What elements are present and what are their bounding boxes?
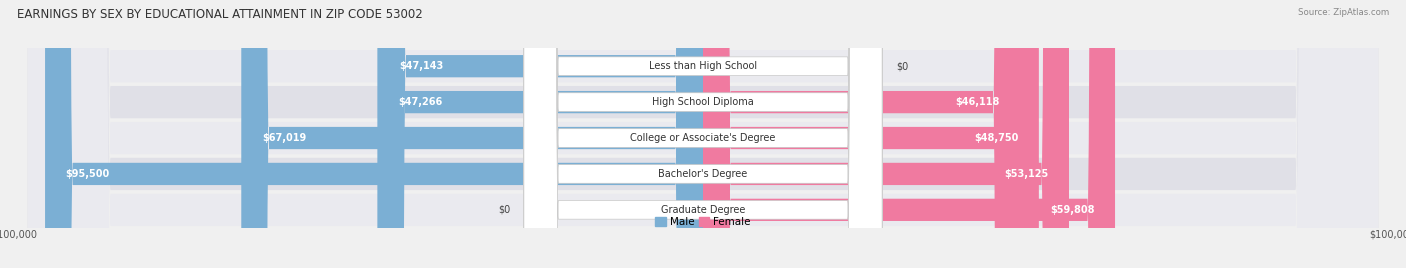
FancyBboxPatch shape [45,0,703,268]
FancyBboxPatch shape [703,0,1039,268]
Text: $67,019: $67,019 [262,133,307,143]
FancyBboxPatch shape [703,0,1069,268]
Text: $53,125: $53,125 [1004,169,1049,179]
Text: $0: $0 [498,205,510,215]
Text: $47,266: $47,266 [398,97,443,107]
FancyBboxPatch shape [524,0,882,268]
Text: $0: $0 [896,61,908,71]
FancyBboxPatch shape [378,0,703,268]
Text: $46,118: $46,118 [956,97,1000,107]
Text: Bachelor's Degree: Bachelor's Degree [658,169,748,179]
FancyBboxPatch shape [28,0,1378,268]
Text: High School Diploma: High School Diploma [652,97,754,107]
FancyBboxPatch shape [28,0,1378,268]
Text: College or Associate's Degree: College or Associate's Degree [630,133,776,143]
FancyBboxPatch shape [242,0,703,268]
FancyBboxPatch shape [703,0,1021,268]
FancyBboxPatch shape [524,0,882,268]
FancyBboxPatch shape [703,0,717,268]
FancyBboxPatch shape [524,0,882,268]
Text: $48,750: $48,750 [974,133,1018,143]
FancyBboxPatch shape [28,0,1378,268]
FancyBboxPatch shape [689,0,703,268]
Text: EARNINGS BY SEX BY EDUCATIONAL ATTAINMENT IN ZIP CODE 53002: EARNINGS BY SEX BY EDUCATIONAL ATTAINMEN… [17,8,423,21]
Text: Less than High School: Less than High School [650,61,756,71]
FancyBboxPatch shape [703,0,1115,268]
Text: Graduate Degree: Graduate Degree [661,205,745,215]
FancyBboxPatch shape [28,0,1378,268]
FancyBboxPatch shape [28,0,1378,268]
Text: $95,500: $95,500 [66,169,110,179]
Text: $47,143: $47,143 [399,61,443,71]
Legend: Male, Female: Male, Female [651,213,755,232]
FancyBboxPatch shape [377,0,703,268]
Text: $59,808: $59,808 [1050,205,1094,215]
FancyBboxPatch shape [524,0,882,268]
FancyBboxPatch shape [524,0,882,268]
Text: Source: ZipAtlas.com: Source: ZipAtlas.com [1298,8,1389,17]
